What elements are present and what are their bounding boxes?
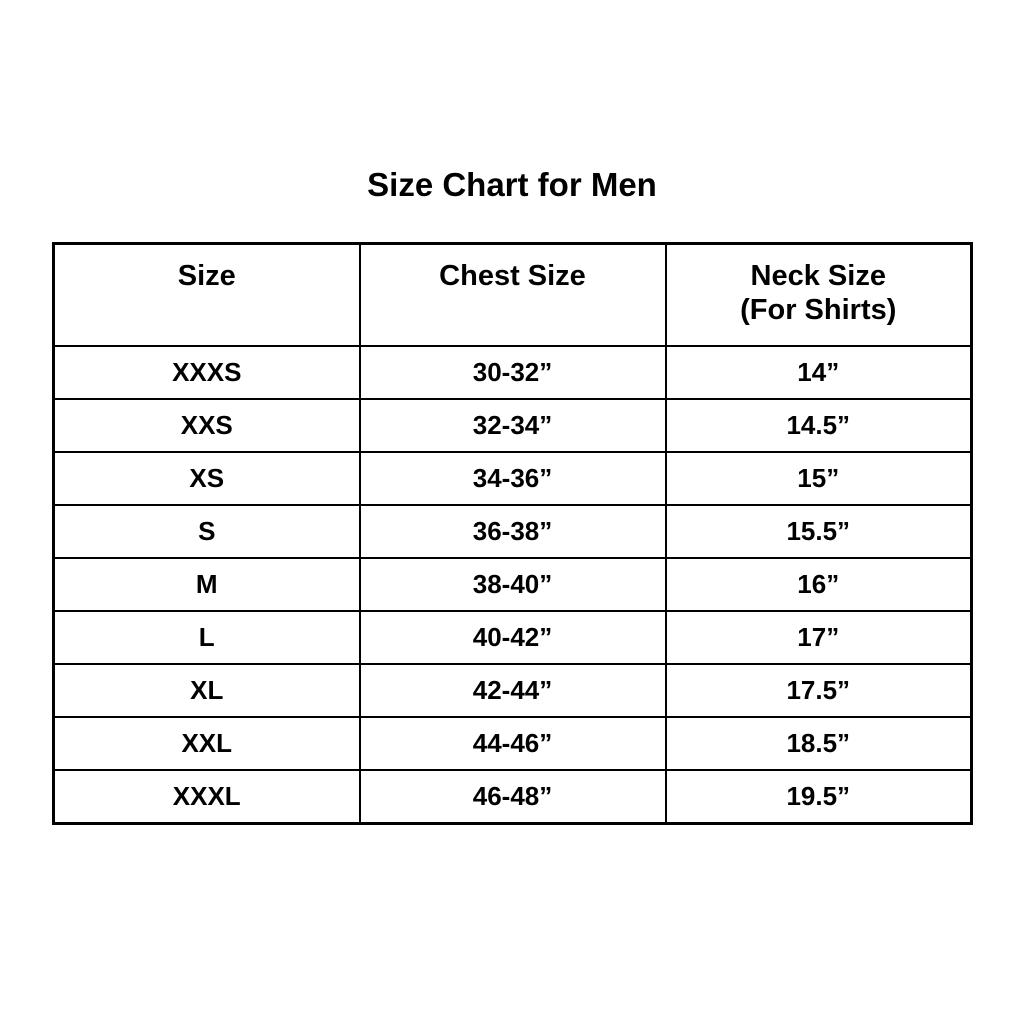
header-row: Size Chest Size Neck Size (For Shirts) xyxy=(52,242,973,347)
neck-cell: 17.5” xyxy=(664,663,973,718)
neck-cell: 18.5” xyxy=(664,716,973,771)
neck-cell: 16” xyxy=(664,557,973,612)
chest-cell: 34-36” xyxy=(358,451,667,506)
chest-cell: 36-38” xyxy=(358,504,667,559)
neck-header-line1: Neck Size xyxy=(750,260,886,292)
neck-cell: 14” xyxy=(664,345,973,400)
size-cell: XL xyxy=(52,663,361,718)
table-row: XL 42-44” 17.5” xyxy=(52,663,973,718)
table-row: XS 34-36” 15” xyxy=(52,451,973,506)
size-cell: XXXL xyxy=(52,769,361,825)
column-header-neck: Neck Size (For Shirts) xyxy=(664,242,973,347)
chest-cell: 30-32” xyxy=(358,345,667,400)
table-row: M 38-40” 16” xyxy=(52,557,973,612)
size-cell: XS xyxy=(52,451,361,506)
size-cell: XXL xyxy=(52,716,361,771)
chest-cell: 40-42” xyxy=(358,610,667,665)
size-cell: L xyxy=(52,610,361,665)
size-cell: S xyxy=(52,504,361,559)
size-cell: XXS xyxy=(52,398,361,453)
neck-header-line2: (For Shirts) xyxy=(740,294,897,326)
table-row: L 40-42” 17” xyxy=(52,610,973,665)
column-header-size: Size xyxy=(52,242,361,347)
chest-cell: 32-34” xyxy=(358,398,667,453)
neck-cell: 19.5” xyxy=(664,769,973,825)
neck-cell: 14.5” xyxy=(664,398,973,453)
size-cell: XXXS xyxy=(52,345,361,400)
neck-cell: 15.5” xyxy=(664,504,973,559)
neck-cell: 17” xyxy=(664,610,973,665)
chest-cell: 44-46” xyxy=(358,716,667,771)
table-row: XXS 32-34” 14.5” xyxy=(52,398,973,453)
table-row: XXXL 46-48” 19.5” xyxy=(52,769,973,825)
neck-cell: 15” xyxy=(664,451,973,506)
size-header-label: Size xyxy=(177,260,236,292)
chest-cell: 46-48” xyxy=(358,769,667,825)
table-row: XXL 44-46” 18.5” xyxy=(52,716,973,771)
chest-cell: 38-40” xyxy=(358,557,667,612)
chest-cell: 42-44” xyxy=(358,663,667,718)
table-row: S 36-38” 15.5” xyxy=(52,504,973,559)
table-row: XXXS 30-32” 14” xyxy=(52,345,973,400)
page-title: Size Chart for Men xyxy=(367,166,657,203)
chest-header-label: Chest Size xyxy=(439,260,586,292)
column-header-chest: Chest Size xyxy=(358,242,667,347)
size-cell: M xyxy=(52,557,361,612)
size-chart-table: Size Chest Size Neck Size (For Shirts) X… xyxy=(52,242,973,825)
